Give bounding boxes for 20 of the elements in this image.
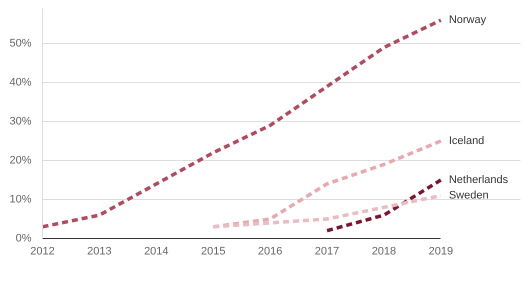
series-label: Netherlands: [448, 174, 509, 186]
x-tick-label: 2013: [87, 246, 112, 258]
x-tick-label: 2016: [258, 246, 282, 258]
x-tick-label: 2018: [372, 246, 396, 258]
x-tick-label: 2017: [314, 246, 340, 258]
y-tick-label: 50%: [9, 38, 32, 50]
x-tick-label: 2015: [200, 246, 226, 258]
series-label: Sweden: [448, 190, 489, 202]
line-series: [42, 18, 443, 229]
line-series: [211, 194, 443, 229]
x-tick-label: 2012: [30, 246, 55, 258]
y-tick-label: 20%: [9, 154, 32, 167]
y-tick-label: 30%: [9, 116, 32, 128]
series-label: Norway: [448, 14, 487, 26]
y-tick-label: 0%: [16, 232, 32, 244]
y-tick-label: 10%: [9, 194, 32, 206]
series-label: Iceland: [448, 135, 484, 148]
x-tick-label: 2014: [144, 246, 169, 258]
y-tick-label: 40%: [9, 76, 32, 89]
x-tick-label: 2019: [428, 246, 454, 258]
